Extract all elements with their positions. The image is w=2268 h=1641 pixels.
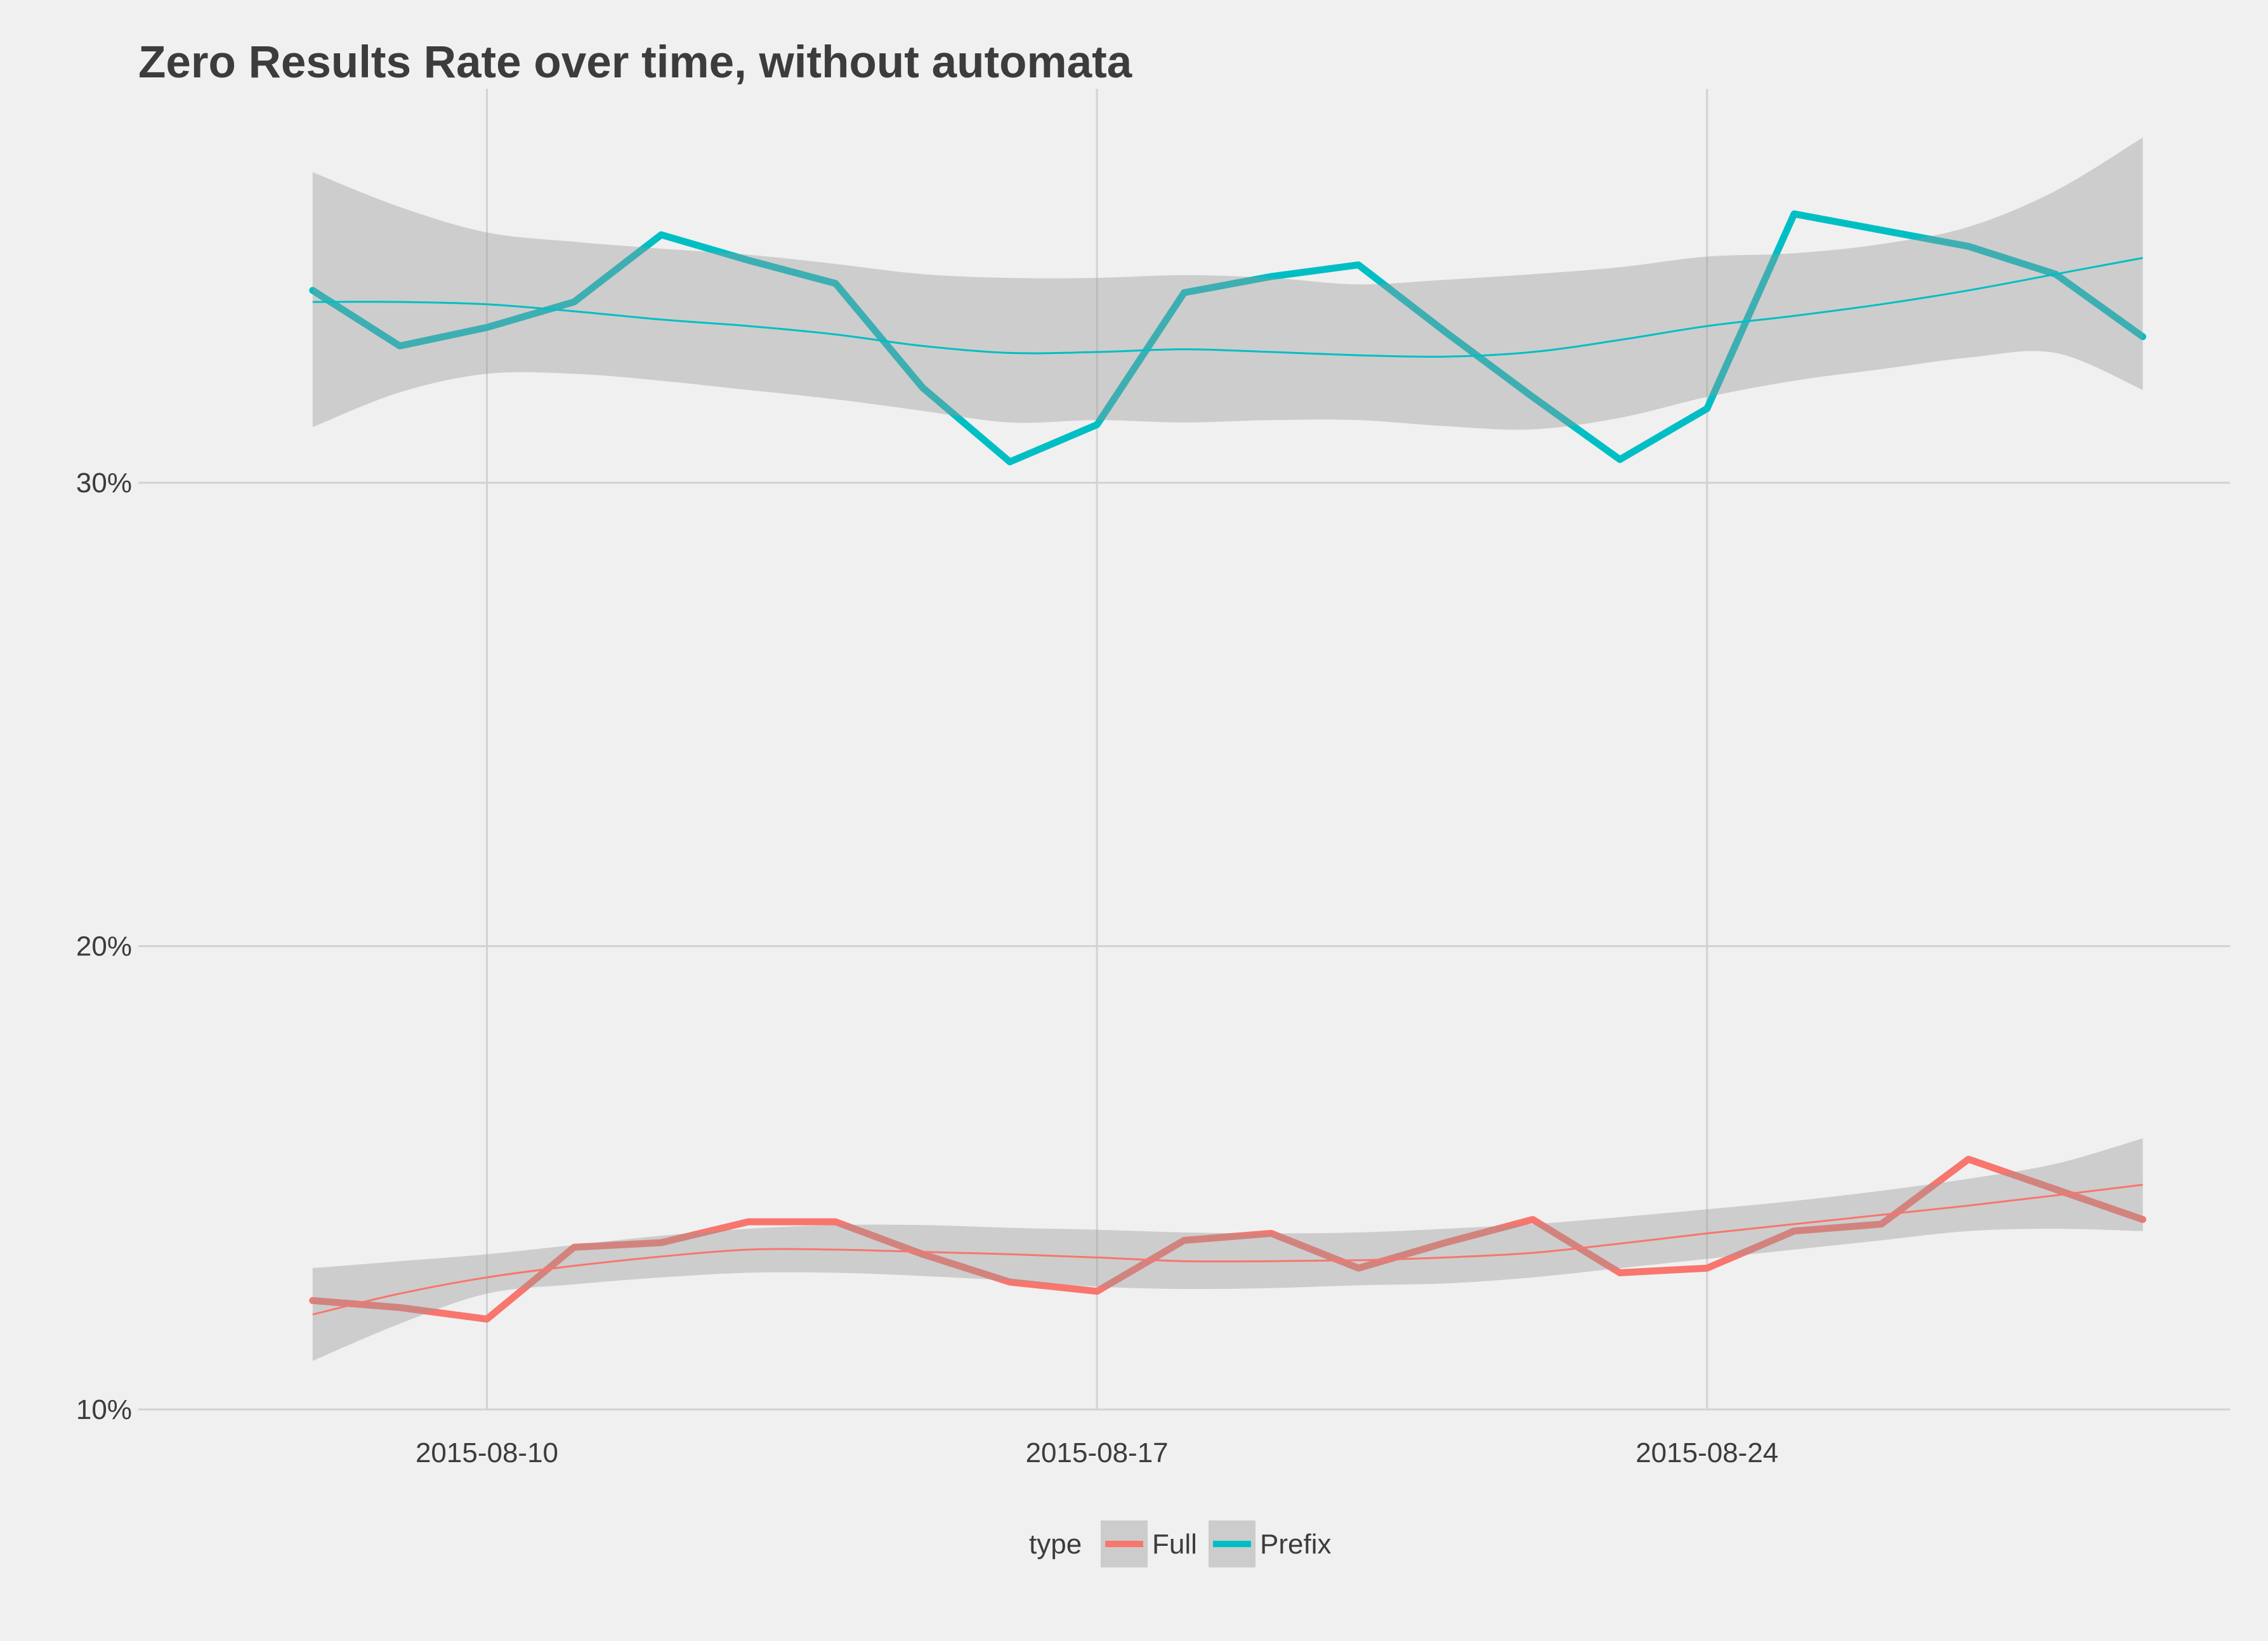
series-line-full — [309, 1156, 2147, 1323]
confidence-band-prefix — [312, 137, 2143, 430]
legend: type Full Prefix — [1029, 1520, 1331, 1567]
series-lines — [309, 210, 2147, 1323]
confidence-band-full — [312, 1138, 2143, 1361]
x-tick-label: 2015-08-10 — [416, 1437, 558, 1468]
x-axis-ticks: 2015-08-10 2015-08-17 2015-08-24 — [416, 1437, 1778, 1468]
y-tick-label: 30% — [76, 467, 132, 499]
y-tick-label: 20% — [76, 931, 132, 962]
x-tick-label: 2015-08-24 — [1635, 1437, 1778, 1468]
y-axis-ticks: 10% 20% 30% — [76, 467, 132, 1425]
smooth-lines — [312, 257, 2143, 1316]
series-line-prefix — [309, 210, 2147, 466]
legend-label-full: Full — [1152, 1529, 1197, 1560]
legend-title: type — [1029, 1529, 1082, 1560]
legend-label-prefix: Prefix — [1260, 1529, 1331, 1560]
confidence-bands — [312, 137, 2143, 1361]
x-tick-label: 2015-08-17 — [1026, 1437, 1169, 1468]
grid — [138, 89, 2230, 1411]
chart-title: Zero Results Rate over time, without aut… — [138, 37, 1132, 88]
smooth-line-full — [312, 1184, 2143, 1316]
y-tick-label: 10% — [76, 1394, 132, 1425]
smooth-line-prefix — [312, 257, 2143, 358]
